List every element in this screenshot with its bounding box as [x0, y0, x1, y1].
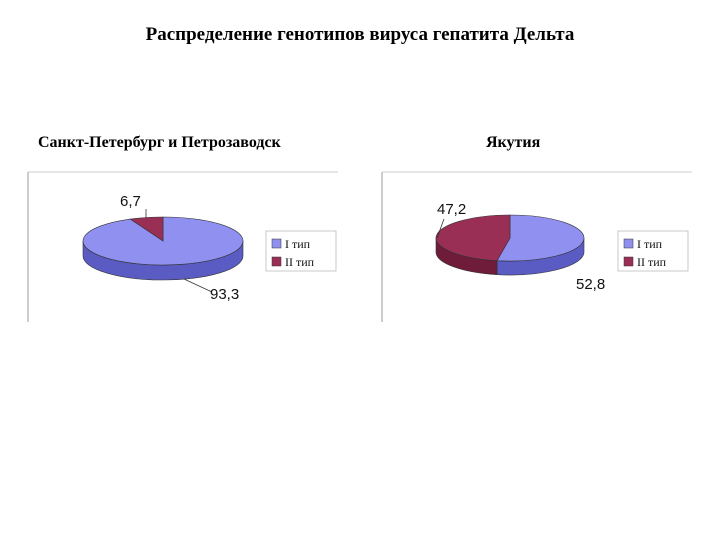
legend: I тип II тип [265, 230, 337, 272]
legend: I тип II тип [617, 230, 689, 272]
data-label-2: 47,2 [437, 201, 466, 218]
legend-swatch-1 [623, 238, 634, 249]
pie-slice-2 [435, 214, 511, 261]
legend-swatch-2 [271, 256, 282, 267]
legend-label-1: I тип [285, 237, 311, 251]
legend-label-2: II тип [637, 255, 667, 269]
pie-chart-1: 93,3 6,7 I тип II тип [27, 171, 338, 322]
leader-line-1 [183, 278, 213, 293]
legend-label-1: I тип [637, 237, 663, 251]
page-title: Распределение генотипов вируса гепатита … [145, 24, 575, 45]
data-label-1: 52,8 [576, 276, 605, 293]
pie-slice-1 [496, 214, 585, 262]
legend-label-2: II тип [285, 255, 315, 269]
pie-chart-2: 52,8 47,2 I тип II тип [381, 171, 692, 322]
chart-title-yakutia: Якутия [486, 134, 541, 151]
chart-title-spb: Санкт-Петербург и Петрозаводск [38, 134, 281, 151]
leader-line-2 [436, 218, 445, 239]
data-label-1: 93,3 [210, 286, 239, 303]
data-label-2: 6,7 [120, 193, 141, 210]
legend-swatch-2 [623, 256, 634, 267]
legend-swatch-1 [271, 238, 282, 249]
